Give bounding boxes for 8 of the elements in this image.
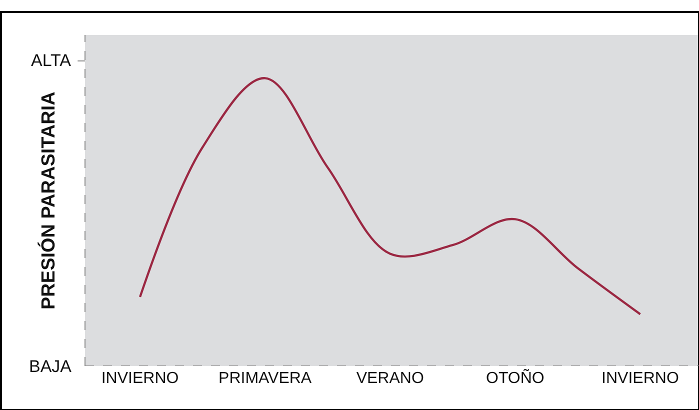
x-tick-label: INVIERNO: [602, 370, 679, 387]
x-tick-label: INVIERNO: [101, 370, 179, 387]
x-tick-label: OTOÑO: [486, 368, 544, 387]
text: ALTA: [31, 51, 72, 70]
x-tick-label: PRIMAVERA: [218, 370, 312, 387]
text: BAJA: [29, 357, 72, 376]
x-tick-label: VERANO: [356, 370, 424, 387]
y-axis-title: PRESIÓN PARASITARIA: [38, 91, 60, 310]
